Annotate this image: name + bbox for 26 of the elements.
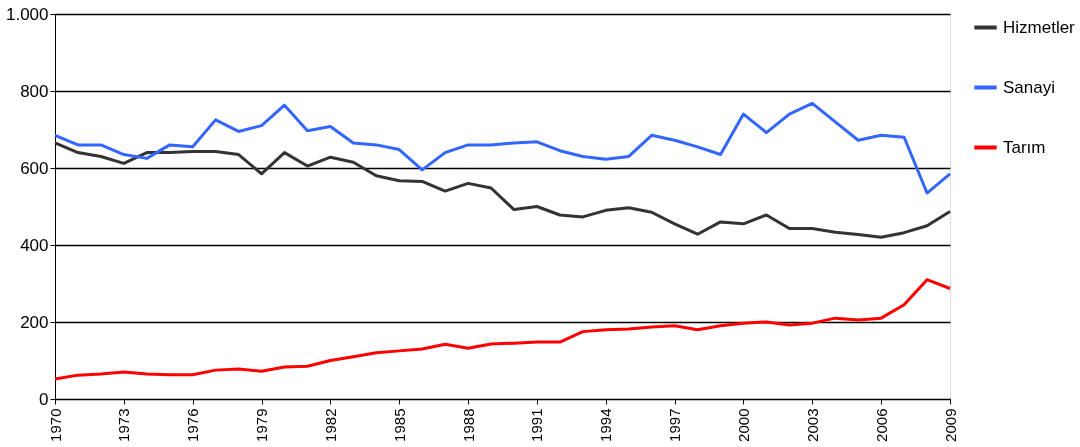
x-tick-label: 2009 [941, 408, 959, 442]
legend-label: Hizmetler [1003, 17, 1076, 37]
x-tick-label: 2006 [872, 408, 890, 442]
line-series [53, 278, 952, 381]
x-tick-label: 1988 [459, 408, 477, 442]
legend-label: Sanayi [1003, 77, 1055, 97]
y-tick-label: 400 [20, 235, 49, 255]
x-tick-label: 1979 [253, 408, 271, 442]
x-tick-label: 1976 [184, 408, 202, 442]
x-tick-label: 1973 [115, 408, 133, 442]
line-series [53, 141, 952, 239]
x-tick-label: 1991 [528, 408, 546, 442]
x-tick-label: 1982 [321, 408, 339, 442]
legend-label: Tarım [1003, 137, 1046, 157]
x-tick-label: 1994 [597, 408, 615, 442]
x-tick-label: 1985 [390, 408, 408, 442]
x-tick-label: 1970 [46, 408, 64, 442]
y-tick-label: 1.000 [5, 4, 49, 24]
y-tick-label: 600 [20, 158, 49, 178]
x-tick-label: 2000 [734, 408, 752, 442]
x-tick-label: 1997 [666, 408, 684, 442]
y-tick-label: 200 [20, 312, 49, 332]
y-tick-label: 0 [39, 389, 49, 409]
line-series [53, 101, 952, 195]
y-tick-label: 800 [20, 81, 49, 101]
x-tick-label: 2003 [803, 408, 821, 442]
